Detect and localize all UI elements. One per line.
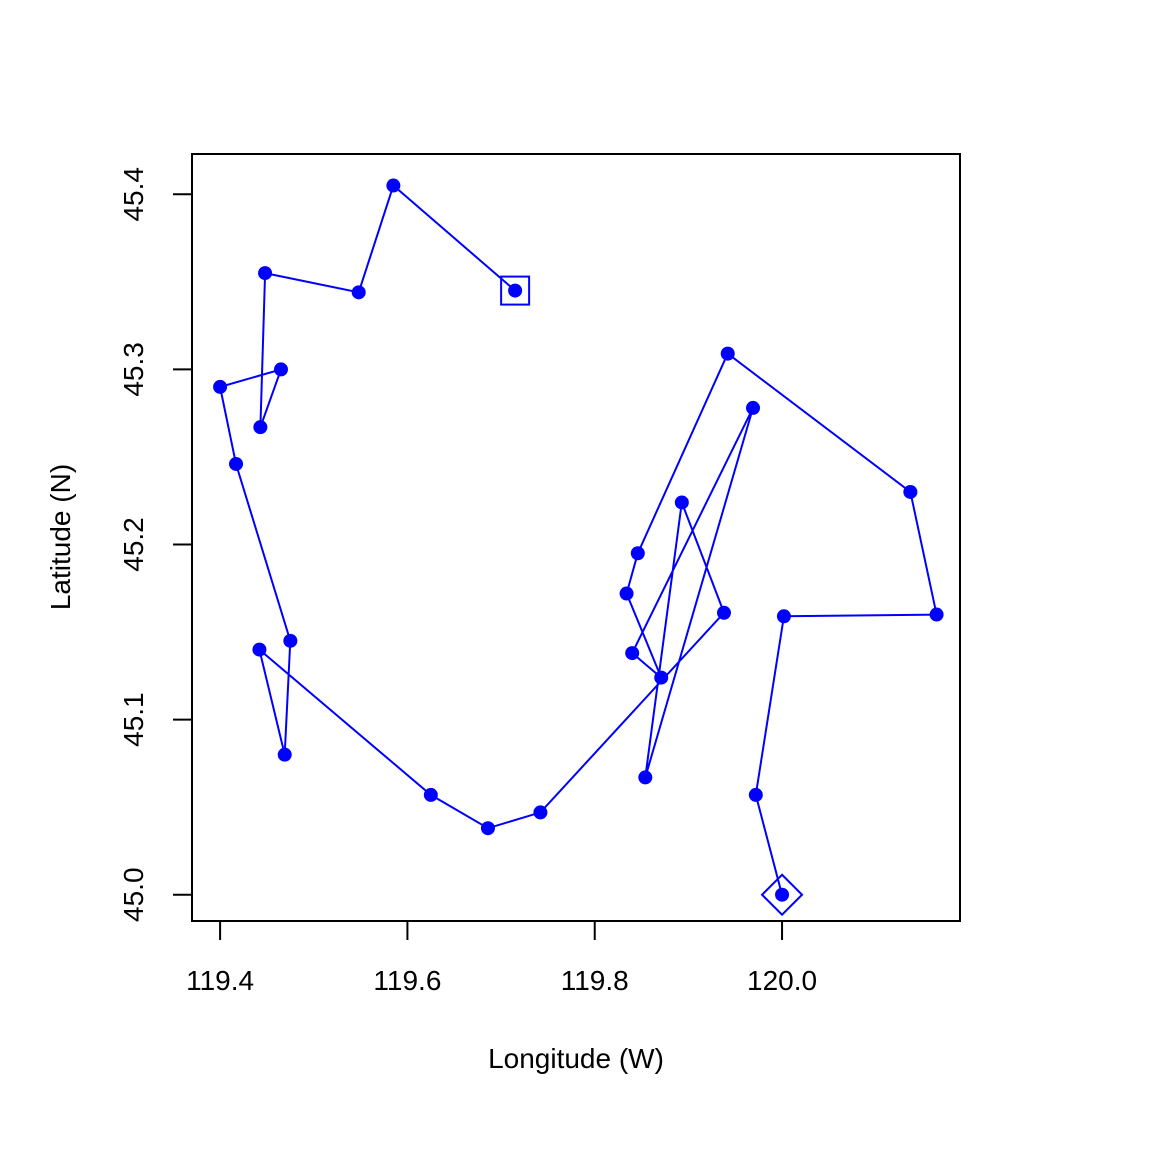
x-tick-label: 120.0: [747, 965, 817, 996]
data-point: [748, 787, 763, 802]
start-diamond-marker: [760, 873, 804, 917]
data-point: [630, 546, 645, 561]
data-point: [258, 266, 273, 281]
y-tick-label: 45.1: [118, 692, 149, 747]
data-point: [508, 283, 523, 298]
data-point: [480, 821, 495, 836]
data-point: [283, 633, 298, 648]
data-point: [746, 400, 761, 415]
x-tick-label: 119.6: [373, 965, 441, 996]
y-tick-label: 45.0: [118, 867, 149, 922]
data-point: [386, 178, 401, 193]
data-point: [253, 420, 268, 435]
data-point: [213, 379, 228, 394]
data-point: [625, 646, 640, 661]
data-point: [229, 456, 244, 471]
data-point: [929, 607, 944, 622]
x-axis-title: Longitude (W): [488, 1043, 664, 1074]
data-point: [277, 747, 292, 762]
data-point: [423, 787, 438, 802]
data-point: [775, 887, 790, 902]
x-axis: 119.4 119.6 119.8 120.0: [186, 920, 817, 996]
data-point: [351, 285, 366, 300]
y-axis: 45.0 45.1 45.2 45.3 45.4: [118, 167, 193, 922]
data-point: [720, 346, 735, 361]
y-tick-label: 45.2: [118, 517, 149, 572]
series-layer: [213, 178, 944, 917]
end-square-marker: [500, 275, 531, 306]
x-tick-label: 119.8: [561, 965, 629, 996]
data-point: [252, 642, 267, 657]
plot-frame: [191, 153, 961, 922]
x-tick-label: 119.4: [186, 965, 254, 996]
data-point: [674, 495, 689, 510]
data-point: [533, 805, 548, 820]
data-point: [903, 484, 918, 499]
data-point: [716, 605, 731, 620]
data-point: [776, 609, 791, 624]
data-point: [638, 770, 653, 785]
data-point: [273, 362, 288, 377]
data-point: [654, 670, 669, 685]
y-axis-title: Latitude (N): [45, 464, 76, 610]
data-point: [619, 586, 634, 601]
y-tick-label: 45.4: [118, 167, 149, 222]
series-line: [218, 183, 938, 895]
y-tick-label: 45.3: [118, 342, 149, 397]
